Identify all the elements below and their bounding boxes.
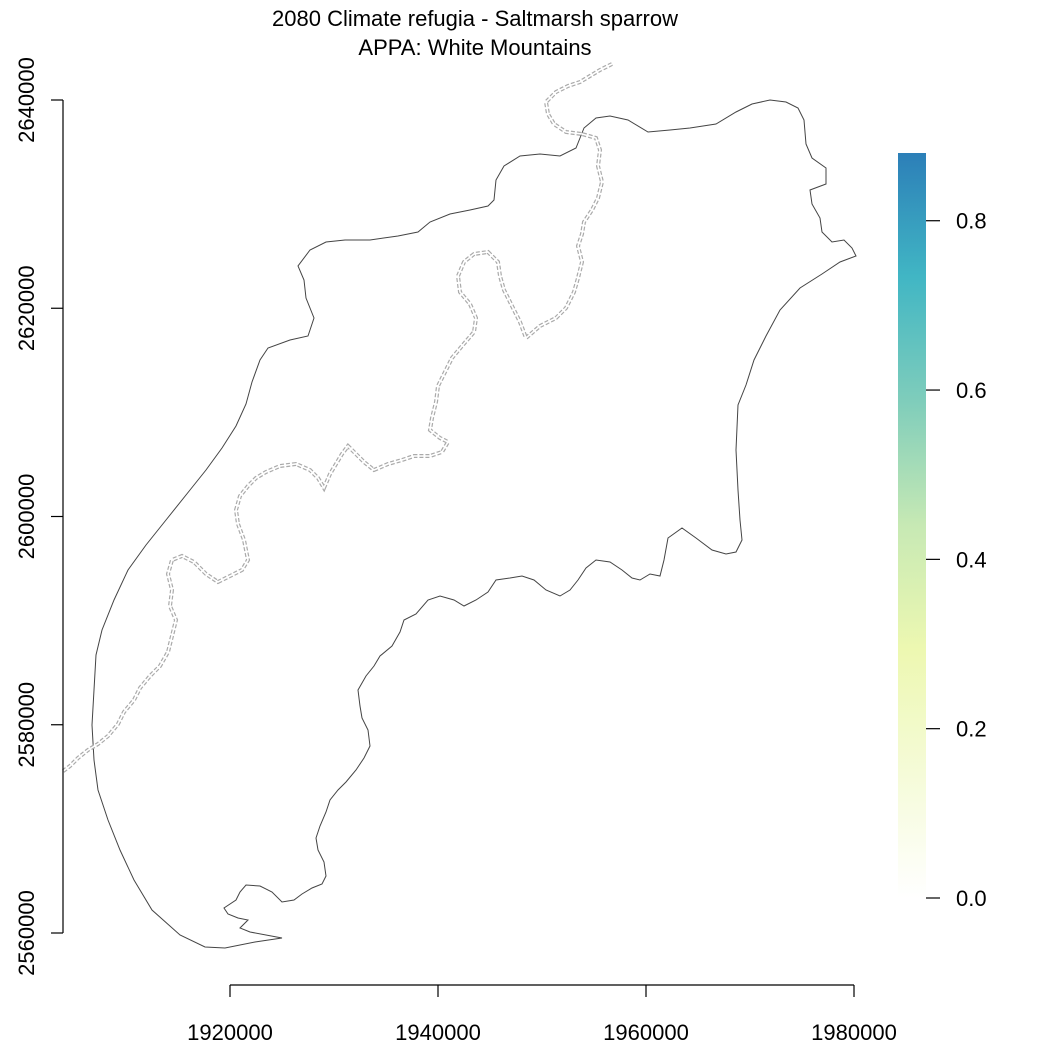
- y-tick-label: 2640000: [14, 57, 39, 143]
- x-tick-label: 1940000: [395, 1020, 481, 1045]
- map-title: 2080 Climate refugia - Saltmarsh sparrow: [272, 6, 678, 31]
- x-tick-label: 1960000: [603, 1020, 689, 1045]
- y-tick-label: 2600000: [14, 474, 39, 560]
- legend-tick-label: 0.4: [956, 547, 987, 572]
- legend-color-bar: [898, 153, 926, 898]
- x-tick-label: 1920000: [187, 1020, 273, 1045]
- legend-tick-label: 0.0: [956, 886, 987, 911]
- legend-tick-label: 0.6: [956, 378, 987, 403]
- y-tick-label: 2620000: [14, 265, 39, 351]
- x-axis: 1920000 1940000 1960000 1980000: [187, 984, 897, 1045]
- y-tick-label: 2580000: [14, 682, 39, 768]
- map-subtitle: APPA: White Mountains: [358, 35, 591, 60]
- x-tick-label: 1980000: [811, 1020, 897, 1045]
- legend-ticks: 0.0 0.2 0.4 0.6 0.8: [926, 209, 987, 911]
- legend-tick-label: 0.8: [956, 209, 987, 234]
- region-outline: [91, 99, 857, 949]
- y-tick-label: 2560000: [14, 890, 39, 976]
- legend-tick-label: 0.2: [956, 717, 987, 742]
- trail-line: [60, 62, 613, 774]
- y-axis: 2560000 2580000 2600000 2620000 2640000: [14, 57, 64, 976]
